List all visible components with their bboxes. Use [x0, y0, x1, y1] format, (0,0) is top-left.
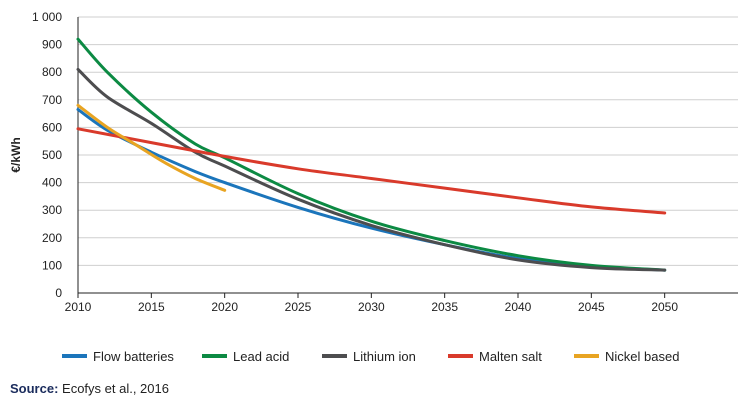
x-tick-label: 2035 [431, 300, 458, 314]
y-tick-label: 100 [42, 258, 62, 272]
y-tick-label: 200 [42, 231, 62, 245]
y-tick-label: 300 [42, 203, 62, 217]
series-line-lithium-ion [76, 67, 667, 272]
legend-label-nickel-based: Nickel based [605, 349, 679, 364]
chart-svg: 0 100 200 300 400 500 600 700 800 900 1 000 2010 201… [9, 10, 738, 364]
x-tick-label: 2030 [358, 300, 385, 314]
x-tick-label: 2045 [578, 300, 605, 314]
x-tick-label: 2015 [138, 300, 165, 314]
x-tick-label: 2010 [65, 300, 92, 314]
x-tick-label: 2020 [211, 300, 238, 314]
series-line-nickel-based [76, 103, 227, 192]
series-line-lead-acid [76, 37, 667, 272]
y-tick-label: 700 [42, 93, 62, 107]
legend-label-lead-acid: Lead acid [233, 349, 289, 364]
x-tick-label: 2040 [505, 300, 532, 314]
source-note: Source: Ecofys et al., 2016 [10, 381, 169, 396]
y-tick-label: 600 [42, 120, 62, 134]
legend-label-malten-salt: Malten salt [479, 349, 542, 364]
legend-label-flow-batteries: Flow batteries [93, 349, 174, 364]
y-tick-label: 500 [42, 148, 62, 162]
y-axis-label: €/kWh [9, 137, 23, 172]
y-tick-label: 1 000 [32, 10, 62, 24]
legend-label-lithium-ion: Lithium ion [353, 349, 416, 364]
y-tick-label: 0 [55, 286, 62, 300]
y-tick-label: 900 [42, 38, 62, 52]
source-text: Ecofys et al., 2016 [58, 381, 169, 396]
x-tick-label: 2025 [285, 300, 312, 314]
y-tick-label: 800 [42, 65, 62, 79]
series-line-malten-salt [76, 127, 667, 215]
source-label: Source: [10, 381, 59, 396]
y-tick-label: 400 [42, 176, 62, 190]
x-tick-label: 2050 [651, 300, 678, 314]
